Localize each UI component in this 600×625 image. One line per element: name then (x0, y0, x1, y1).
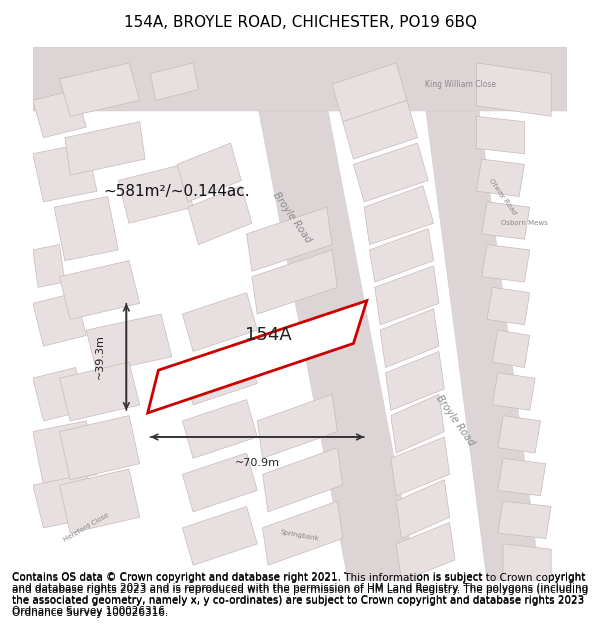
Polygon shape (59, 63, 140, 116)
Polygon shape (54, 196, 118, 261)
Polygon shape (33, 292, 86, 346)
Polygon shape (498, 501, 551, 539)
Polygon shape (59, 261, 140, 319)
Polygon shape (33, 474, 97, 528)
Polygon shape (482, 244, 530, 282)
Polygon shape (182, 292, 257, 351)
Polygon shape (380, 309, 439, 368)
Polygon shape (151, 63, 199, 100)
Polygon shape (396, 522, 455, 581)
Text: ~39.3m: ~39.3m (95, 334, 105, 379)
Polygon shape (386, 351, 444, 410)
Polygon shape (252, 250, 337, 314)
Polygon shape (476, 159, 524, 196)
Polygon shape (257, 394, 337, 458)
Polygon shape (33, 143, 97, 202)
Polygon shape (476, 116, 524, 154)
Text: ~581m²/~0.144ac.: ~581m²/~0.144ac. (104, 184, 250, 199)
Polygon shape (263, 501, 343, 565)
Polygon shape (364, 186, 434, 244)
Polygon shape (332, 63, 407, 122)
Text: 154A: 154A (245, 326, 292, 344)
Polygon shape (33, 368, 86, 421)
Polygon shape (418, 47, 541, 581)
Polygon shape (493, 330, 530, 367)
Text: Hereford Close: Hereford Close (62, 512, 110, 543)
Polygon shape (148, 301, 367, 413)
Polygon shape (353, 143, 428, 202)
Polygon shape (391, 394, 444, 453)
Polygon shape (118, 164, 193, 223)
Polygon shape (476, 63, 551, 116)
Polygon shape (493, 373, 535, 410)
Text: Broyle Road: Broyle Road (271, 191, 313, 245)
Polygon shape (182, 506, 257, 565)
Text: Osborn Mews: Osborn Mews (501, 220, 548, 226)
Polygon shape (503, 544, 551, 581)
Polygon shape (498, 416, 541, 453)
Polygon shape (396, 480, 449, 539)
Polygon shape (482, 202, 530, 239)
Polygon shape (65, 122, 145, 175)
Polygon shape (487, 288, 530, 325)
Polygon shape (33, 89, 86, 138)
Polygon shape (59, 469, 140, 533)
Polygon shape (370, 229, 434, 282)
Polygon shape (188, 186, 252, 244)
Text: Map shows position and indicative extent of the property.: Map shows position and indicative extent… (108, 57, 492, 70)
Polygon shape (498, 458, 546, 496)
Polygon shape (182, 453, 257, 512)
Polygon shape (33, 47, 567, 111)
Text: Broyle Road: Broyle Road (434, 394, 476, 448)
Polygon shape (247, 47, 418, 581)
Text: King William Close: King William Close (425, 80, 496, 89)
Text: Springbank: Springbank (280, 529, 320, 542)
Polygon shape (177, 143, 241, 202)
Polygon shape (33, 421, 97, 485)
Text: 154A, BROYLE ROAD, CHICHESTER, PO19 6BQ: 154A, BROYLE ROAD, CHICHESTER, PO19 6BQ (124, 15, 476, 30)
Text: Contains OS data © Crown copyright and database right 2021. This information is : Contains OS data © Crown copyright and d… (12, 571, 588, 616)
Text: ~70.9m: ~70.9m (235, 458, 280, 468)
Polygon shape (86, 314, 172, 373)
Polygon shape (59, 416, 140, 480)
Polygon shape (375, 266, 439, 325)
Text: Otway Road: Otway Road (488, 177, 518, 216)
Polygon shape (343, 100, 418, 159)
Polygon shape (182, 399, 257, 458)
Text: Contains OS data © Crown copyright and database right 2021. This information is : Contains OS data © Crown copyright and d… (12, 573, 588, 618)
Polygon shape (59, 362, 140, 421)
Polygon shape (182, 346, 257, 405)
Polygon shape (247, 208, 332, 271)
Polygon shape (263, 448, 343, 512)
Polygon shape (33, 244, 65, 288)
Polygon shape (391, 437, 449, 496)
